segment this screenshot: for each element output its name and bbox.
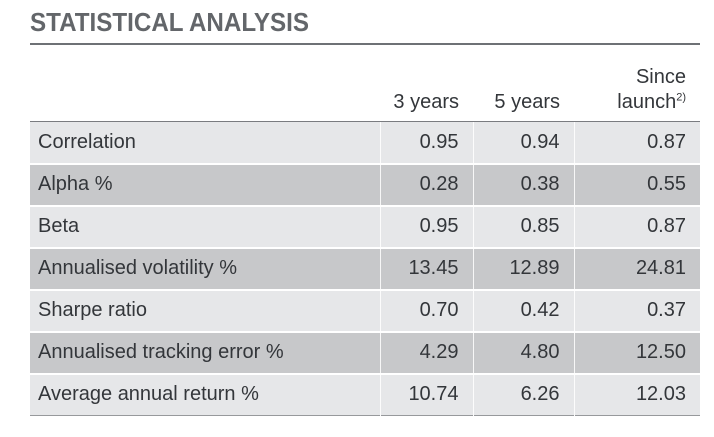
- table-body: Correlation 0.95 0.94 0.87 Alpha % 0.28 …: [30, 121, 700, 416]
- table-row-correlation: Correlation 0.95 0.94 0.87: [30, 121, 700, 164]
- table-row-annualised-volatility: Annualised volatility % 13.45 12.89 24.8…: [30, 247, 700, 290]
- cell-value: 0.70: [379, 289, 473, 332]
- table-row-beta: Beta 0.95 0.85 0.87: [30, 205, 700, 248]
- cell-value: 10.74: [379, 373, 473, 416]
- row-label: Alpha %: [30, 163, 380, 206]
- row-label: Sharpe ratio: [30, 289, 380, 332]
- column-header-3-years: 3 years: [380, 45, 473, 122]
- cell-value: 12.03: [573, 373, 700, 416]
- cell-value: 12.50: [573, 331, 700, 374]
- cell-value: 4.80: [472, 331, 574, 374]
- cell-value: 0.94: [472, 121, 574, 164]
- row-label: Annualised volatility %: [30, 247, 380, 290]
- header-row: 3 years 5 years Since launch2): [30, 45, 700, 122]
- since-launch-line1: Since: [635, 66, 686, 88]
- section-title: STATISTICAL ANALYSIS: [30, 7, 309, 37]
- cell-value: 0.87: [573, 121, 700, 164]
- row-label: Average annual return %: [30, 373, 380, 416]
- cell-value: 0.42: [472, 289, 574, 332]
- cell-value: 12.89: [472, 247, 574, 290]
- table-row-tracking-error: Annualised tracking error % 4.29 4.80 12…: [30, 331, 700, 374]
- column-header-5-years: 5 years: [473, 45, 574, 122]
- row-label: Correlation: [30, 121, 380, 164]
- cell-value: 0.95: [379, 205, 473, 248]
- statistical-analysis-panel: STATISTICAL ANALYSIS 3 years 5 years Sin…: [30, 7, 700, 416]
- column-header-3-years-label: 3 years: [393, 91, 459, 113]
- cell-value: 0.37: [573, 289, 700, 332]
- row-label: Annualised tracking error %: [30, 331, 380, 374]
- cell-value: 6.26: [472, 373, 574, 416]
- title-rule: [30, 43, 700, 45]
- cell-value: 0.55: [573, 163, 700, 206]
- table-row-average-annual-return: Average annual return % 10.74 6.26 12.03: [30, 373, 700, 416]
- row-label: Beta: [30, 205, 380, 248]
- table-header: 3 years 5 years Since launch2): [30, 45, 700, 122]
- cell-value: 4.29: [379, 331, 473, 374]
- cell-value: 0.87: [573, 205, 700, 248]
- cell-value: 0.95: [379, 121, 473, 164]
- column-header-5-years-label: 5 years: [494, 91, 560, 113]
- table-row-sharpe-ratio: Sharpe ratio 0.70 0.42 0.37: [30, 289, 700, 332]
- statistics-table: 3 years 5 years Since launch2) Correlatio…: [30, 45, 700, 416]
- cell-value: 13.45: [379, 247, 473, 290]
- cell-value: 0.28: [379, 163, 473, 206]
- table-row-alpha: Alpha % 0.28 0.38 0.55: [30, 163, 700, 206]
- column-header-since-launch: Since launch2): [574, 45, 700, 122]
- cell-value: 0.85: [472, 205, 574, 248]
- since-launch-line2: launch: [617, 91, 677, 113]
- footnote-marker: 2): [676, 91, 686, 104]
- cell-value: 0.38: [472, 163, 574, 206]
- header-empty-cell: [30, 45, 380, 122]
- cell-value: 24.81: [573, 247, 700, 290]
